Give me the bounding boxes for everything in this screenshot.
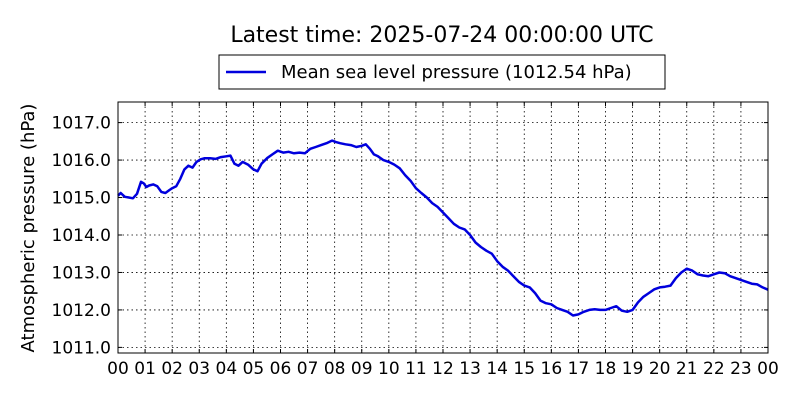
x-tick-label: 13	[459, 359, 481, 379]
x-tick-label: 23	[730, 359, 752, 379]
y-axis-label: Atmospheric pressure (hPa)	[18, 104, 39, 353]
x-tick-label: 10	[378, 359, 400, 379]
series-layer	[117, 139, 769, 317]
x-tick-label: 14	[486, 359, 508, 379]
x-tick-label: 12	[432, 359, 454, 379]
legend: Mean sea level pressure (1012.54 hPa)	[218, 54, 666, 90]
x-tick-label: 02	[161, 359, 183, 379]
chart-title: Latest time: 2025-07-24 00:00:00 UTC	[230, 23, 653, 48]
plot-frame	[117, 101, 769, 354]
x-tick-label: 06	[270, 359, 292, 379]
y-tick-label: 1017.0	[52, 114, 111, 134]
x-tick-labels: 00 01 02 03 04 05 06 07 08 09 10 11 12 13 14 15 16 17 18 19…	[107, 359, 779, 379]
x-tick-label: 03	[188, 359, 210, 379]
y-tick-label: 1016.0	[52, 151, 111, 171]
x-tick-label: 18	[595, 359, 617, 379]
gridlines	[118, 102, 768, 353]
x-tick-label: 00	[757, 359, 779, 379]
x-tick-label: 16	[541, 359, 563, 379]
x-tick-label: 08	[324, 359, 346, 379]
y-tick-labels: 1011.0 1012.0 1013.0 1014.0 1015.0 1016.0 1017…	[52, 114, 111, 359]
y-tick-label: 1015.0	[52, 189, 111, 209]
x-tick-label: 05	[243, 359, 265, 379]
ticks	[117, 102, 769, 353]
legend-label: Mean sea level pressure (1012.54 hPa)	[281, 62, 632, 83]
y-tick-label: 1011.0	[52, 338, 111, 358]
y-tick-label: 1014.0	[52, 226, 111, 246]
x-tick-label: 22	[703, 359, 725, 379]
series-line-mean-sea-level-pressure	[117, 139, 769, 317]
y-tick-label: 1012.0	[52, 301, 111, 321]
x-tick-label: 20	[649, 359, 671, 379]
x-tick-label: 21	[676, 359, 698, 379]
x-tick-label: 00	[107, 359, 129, 379]
y-tick-label: 1013.0	[52, 263, 111, 283]
x-tick-label: 17	[568, 359, 590, 379]
x-tick-label: 11	[405, 359, 427, 379]
x-tick-label: 19	[622, 359, 644, 379]
x-tick-label: 04	[216, 359, 238, 379]
x-tick-label: 09	[351, 359, 373, 379]
x-tick-label: 01	[134, 359, 156, 379]
x-tick-label: 07	[297, 359, 319, 379]
legend-box	[218, 54, 666, 90]
x-tick-label: 15	[513, 359, 535, 379]
